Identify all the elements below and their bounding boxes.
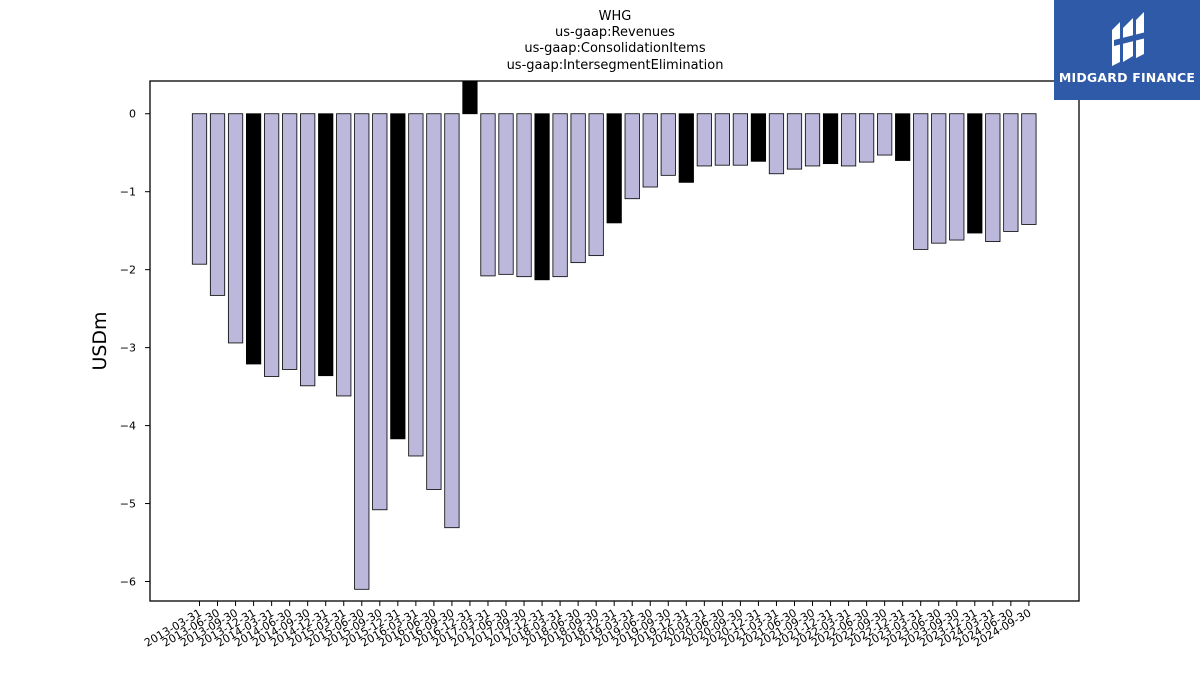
bar-2017-12-31 [534,113,550,281]
bar-2020-03-31 [696,113,712,167]
y-tick-label: −6 [120,576,136,589]
bar-2015-03-31 [336,113,352,397]
bar-2015-12-31 [390,113,406,440]
bar-2022-12-31 [895,113,911,161]
bar-2023-09-30 [949,113,965,241]
chart-title: WHG us-gaap:Revenues us-gaap:Consolidati… [507,9,724,73]
bar-2022-09-30 [877,113,893,156]
chart-title-line-2: us-gaap:Revenues [555,25,675,40]
bar-2021-12-31 [822,113,839,165]
bar-2019-09-30 [660,113,676,176]
bar-2024-03-31 [985,113,1001,242]
bar-2014-03-31 [264,113,280,377]
bar-2013-03-31 [191,113,208,265]
bar-2018-06-30 [570,113,586,264]
bar-2022-03-31 [840,113,857,167]
bar-2022-06-30 [859,113,875,163]
bar-2020-09-30 [732,113,749,166]
bar-2021-06-30 [786,113,803,170]
y-tick-label: −1 [120,186,136,199]
bar-2016-06-30 [426,113,442,490]
bar-2014-12-31 [318,113,334,377]
y-axis-label: USDm [89,311,111,370]
bar-2017-09-30 [516,113,532,278]
y-tick-label: 0 [129,108,136,121]
chart-title-line-1: WHG [599,9,632,24]
bar-2014-09-30 [300,113,316,387]
bar-2019-12-31 [678,113,694,183]
bar-2018-12-31 [606,113,622,224]
bar-2016-12-31 [462,80,478,115]
bar-2020-12-31 [750,113,767,162]
bar-2018-03-31 [552,113,568,278]
chart-title-line-3: us-gaap:ConsolidationItems [524,41,705,56]
midgard-finance-logo: MIDGARD FINANCE [1054,0,1200,100]
y-axis: 0 −1 −2 −3 −4 −5 −6 [120,108,150,589]
bar-2019-06-30 [642,113,658,188]
bar-2016-09-30 [444,113,460,529]
y-tick-label: −4 [120,420,136,433]
chart-title-line-4: us-gaap:IntersegmentElimination [507,58,724,73]
bar-2024-09-30 [1021,113,1037,225]
y-tick-label: −2 [120,264,136,277]
bar-2023-12-31 [967,113,983,234]
bar-2015-06-30 [354,113,370,590]
bar-2023-03-31 [913,113,929,250]
midgard-logo-icon [1112,12,1146,66]
bar-2014-06-30 [282,113,298,370]
bar-2013-09-30 [227,113,244,344]
bar-2017-06-30 [498,113,514,275]
bars-group [191,80,1037,590]
logo-text: MIDGARD FINANCE [1058,70,1196,85]
bar-2024-06-30 [1003,113,1019,232]
bar-2018-09-30 [588,113,604,257]
bar-2023-06-30 [931,113,947,244]
bar-2015-09-30 [372,113,388,511]
y-tick-label: −5 [120,498,136,511]
bar-2021-03-31 [768,113,785,175]
x-axis: 2013-03-312013-06-302013-09-302013-12-31… [142,601,1033,650]
bar-2013-06-30 [209,113,226,296]
bar-2020-06-30 [714,113,730,166]
bar-2019-03-31 [624,113,640,200]
bar-2017-03-31 [480,113,496,277]
bar-2021-09-30 [804,113,821,167]
y-tick-label: −3 [120,342,136,355]
bar-2013-12-31 [245,113,262,365]
bar-2016-03-31 [408,113,424,457]
